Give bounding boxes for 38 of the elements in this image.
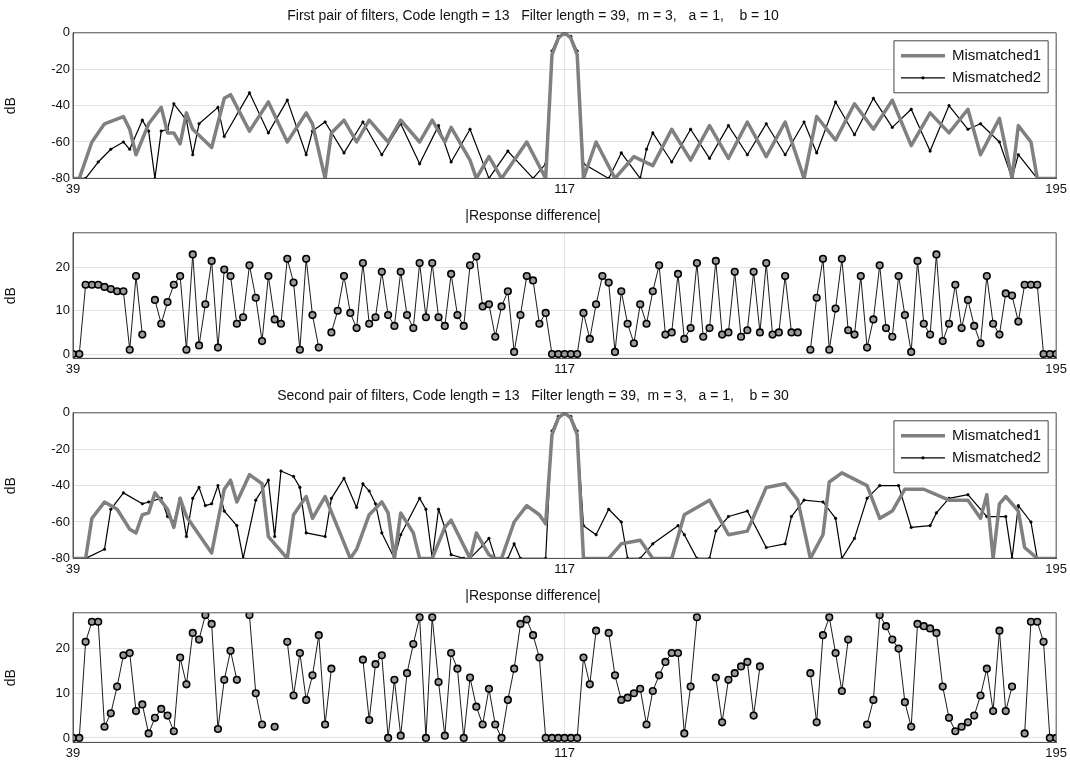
y-tick-label: -80 (51, 169, 70, 185)
x-tick-label: 195 (1045, 360, 1068, 376)
y-axis-title: dB (2, 477, 19, 495)
y-tick-label: 10 (55, 302, 70, 318)
y-tick-label: -60 (51, 513, 70, 529)
legend-label: Mismatched2 (951, 67, 1042, 85)
x-tick-label: 195 (1045, 560, 1068, 576)
y-tick-label: 0 (62, 24, 70, 40)
legend-label: Mismatched2 (951, 447, 1042, 465)
chart-title: Second pair of filters, Code length = 13 Filter length = 39, m = 3, a = 1, b = 30 (277, 387, 790, 404)
x-tick-label: 39 (65, 744, 81, 760)
y-tick-label: -40 (51, 477, 70, 493)
y-tick-label: 0 (62, 345, 70, 361)
y-axis-title: dB (2, 669, 19, 687)
y-tick-label: 0 (62, 729, 70, 745)
x-tick-label: 117 (554, 560, 575, 576)
chart-title: |Response difference| (465, 587, 601, 604)
legend-label: Mismatched1 (951, 425, 1042, 443)
x-tick-label: 39 (65, 360, 81, 376)
chart-title: First pair of filters, Code length = 13 Filter length = 39, m = 3, a = 1, b = 10 (287, 7, 779, 24)
y-tick-label: 10 (55, 684, 70, 700)
y-tick-label: -40 (51, 97, 70, 113)
x-tick-label: 117 (554, 360, 575, 376)
y-tick-label: 0 (62, 404, 70, 420)
y-tick-label: 20 (55, 259, 70, 275)
chart-title: |Response difference| (465, 207, 601, 224)
x-tick-label: 195 (1045, 744, 1068, 760)
x-tick-label: 195 (1045, 180, 1068, 196)
y-axis-title: dB (2, 287, 19, 305)
y-tick-label: 20 (55, 640, 70, 656)
x-tick-label: 117 (554, 744, 575, 760)
y-tick-label: -20 (51, 60, 70, 76)
y-tick-label: -60 (51, 133, 70, 149)
y-axis-title: dB (2, 97, 19, 115)
y-tick-label: -80 (51, 549, 70, 565)
legend-label: Mismatched1 (951, 45, 1042, 63)
y-tick-label: -20 (51, 440, 70, 456)
x-tick-label: 117 (554, 180, 575, 196)
